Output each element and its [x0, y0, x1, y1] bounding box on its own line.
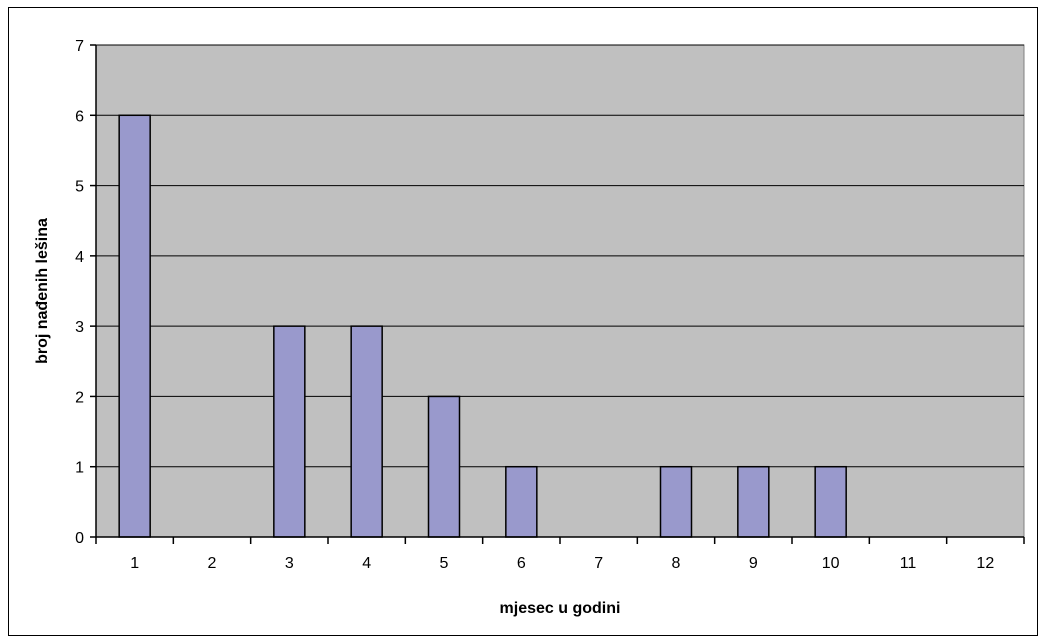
- gridlines: [96, 44, 1024, 468]
- x-axis-title: mjesec u godini: [500, 600, 621, 617]
- y-tick-label: 3: [75, 319, 84, 336]
- x-tick-label: 9: [749, 555, 758, 572]
- y-tick-label: 7: [75, 38, 84, 55]
- y-tick-label: 5: [75, 179, 84, 196]
- bar-month-4: [350, 325, 383, 538]
- x-tick-label: 8: [672, 555, 681, 572]
- x-tick-labels: 1 2 3 4 5 6 7 8 9 10 11 12: [130, 555, 994, 572]
- x-tick-label: 2: [208, 555, 217, 572]
- bar-month-3: [273, 325, 306, 538]
- y-tick-label: 2: [75, 389, 84, 406]
- y-tick-labels: 0 1 2 3 4 5 6 7: [75, 38, 84, 547]
- axes: [90, 44, 1025, 544]
- bar-month-1: [118, 114, 151, 538]
- y-tick-label: 4: [75, 249, 84, 266]
- bar-month-5: [427, 395, 461, 538]
- x-tick-label: 10: [822, 555, 840, 572]
- bar-month-9: [737, 465, 770, 538]
- y-tick-label: 6: [75, 108, 84, 125]
- x-tick-label: 7: [594, 555, 603, 572]
- x-tick-label: 5: [440, 555, 449, 572]
- y-tick-label: 1: [75, 460, 84, 477]
- x-tick-label: 6: [517, 555, 526, 572]
- x-tick-label: 4: [362, 555, 371, 572]
- x-tick-label: 12: [976, 555, 994, 572]
- bar-month-6: [505, 465, 538, 538]
- y-axis-title: broj nađenih lešina: [34, 218, 51, 364]
- y-tick-label: 0: [75, 530, 84, 547]
- x-tick-label: 11: [900, 555, 917, 572]
- bar-month-10: [814, 465, 847, 538]
- x-tick-label: 1: [130, 555, 139, 572]
- x-tick-label: 3: [285, 555, 294, 572]
- plot-area: [95, 44, 1025, 538]
- bar-month-8: [659, 465, 693, 538]
